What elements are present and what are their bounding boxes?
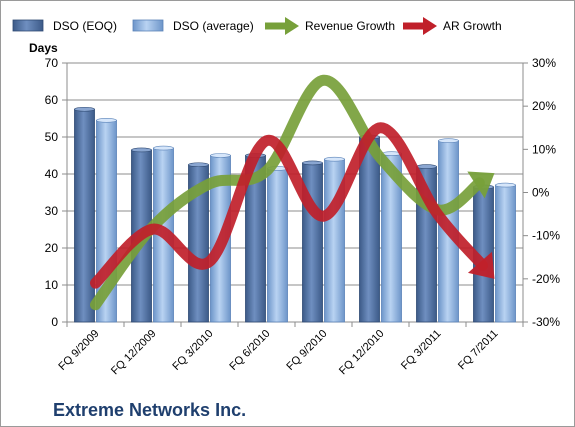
y-left-tick-label: 30 (45, 204, 59, 218)
x-tick-label: FQ 12/2010 (337, 328, 387, 378)
y-right-tick-label: -30% (532, 315, 560, 329)
x-tick-label: FQ 3/2010 (170, 328, 215, 373)
legend: DSO (EOQ) DSO (average) Revenue Growth AR G… (12, 17, 502, 35)
bar-dso-eoq (74, 106, 95, 323)
legend-item-dso-eoq: DSO (EOQ) (12, 19, 117, 33)
company-name: Extreme Networks Inc. (53, 400, 246, 420)
y-left-tick-label: 20 (45, 241, 59, 255)
y-left-tick-label: 50 (45, 130, 59, 144)
legend-arrowhead (285, 17, 299, 35)
y-right-tick-label: -10% (532, 229, 560, 243)
x-tick-label: FQ 7/2011 (456, 328, 501, 373)
bar-dso-average (381, 151, 402, 323)
line-series (90, 74, 495, 311)
y-right-tick-label: 0% (532, 186, 550, 200)
y-right-tick-label: 30% (532, 56, 556, 70)
y-left-tick-label: 60 (45, 93, 59, 107)
legend-item-ar-growth: AR Growth (403, 17, 502, 35)
legend-swatch (132, 19, 164, 32)
bar-dso-eoq (188, 162, 209, 323)
legend-label: DSO (EOQ) (53, 19, 117, 33)
legend-item-dso-average: DSO (average) (132, 19, 254, 33)
x-tick-label: FQ 12/2009 (109, 328, 159, 378)
legend-arrowhead (423, 17, 437, 35)
bar-dso-eoq (302, 160, 323, 323)
y-left-tick-label: 10 (45, 278, 59, 292)
x-tick-label: FQ 9/2010 (284, 328, 329, 373)
y-right-tick-label: 20% (532, 99, 556, 113)
x-tick-label: FQ 3/2011 (399, 328, 444, 373)
bar-dso-average (495, 182, 516, 323)
bar-dso-eoq (359, 134, 380, 323)
y-left-tick-label: 0 (51, 315, 58, 329)
legend-label: DSO (average) (173, 19, 254, 33)
legend-swatch (12, 19, 44, 32)
y-left-axis-title: Days (29, 41, 58, 55)
x-tick-label: FQ 6/2010 (227, 328, 272, 373)
x-tick-label: FQ 9/2009 (56, 328, 101, 373)
bar-dso-average (267, 166, 288, 323)
revenue-growth-line-arrowhead (467, 171, 495, 199)
legend-item-revenue-growth: Revenue Growth (265, 17, 395, 35)
ar-growth-line (90, 122, 495, 289)
legend-label: AR Growth (443, 19, 502, 33)
y-right-tick-label: -20% (532, 272, 560, 286)
y-left-tick-label: 40 (45, 167, 59, 181)
y-left-tick-label: 70 (45, 56, 59, 70)
legend-label: Revenue Growth (305, 19, 395, 33)
ar-growth-line-arrowhead (467, 251, 495, 279)
y-right-tick-label: 10% (532, 142, 556, 156)
